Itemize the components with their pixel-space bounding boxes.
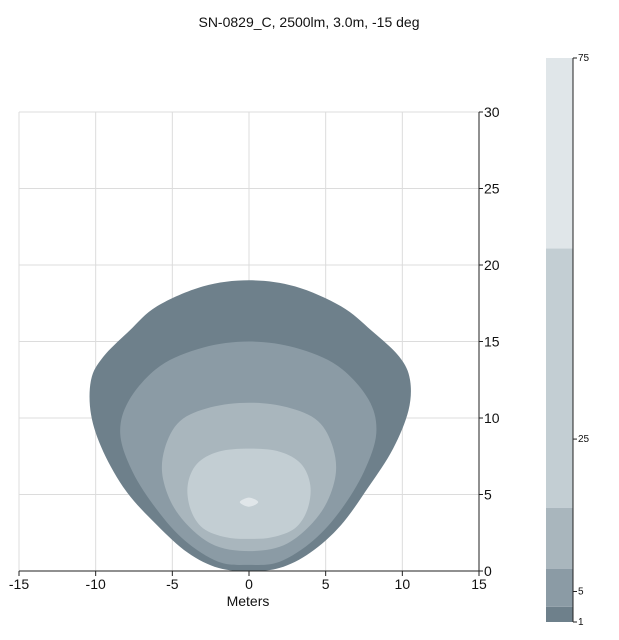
colorbar-band-3 (546, 248, 573, 508)
x-tick-label-5: 10 (395, 576, 411, 592)
colorbar-tick-label-2: 5 (578, 587, 584, 598)
y-tick-labels: 0 5 10 15 20 25 30 (479, 104, 500, 579)
colorbar-tick-label-1: 25 (578, 434, 590, 445)
y-tick-label-5: 25 (484, 181, 500, 197)
contour-level-16 (187, 448, 311, 539)
colorbar-tick-label-0: 75 (578, 53, 590, 64)
x-tick-label-3: 0 (245, 576, 253, 592)
chart-title: SN-0829_C, 2500lm, 3.0m, -15 deg (198, 14, 419, 30)
x-tick-label-0: -15 (9, 576, 29, 592)
colorbar: 75 25 5 1 (546, 53, 590, 628)
colorbar-band-1 (546, 568, 573, 607)
y-tick-label-3: 15 (484, 334, 500, 350)
y-tick-label-2: 10 (484, 410, 500, 426)
x-tick-label-4: 5 (322, 576, 330, 592)
y-tick-label-0: 0 (484, 563, 492, 579)
colorbar-tick-label-3: 1 (578, 617, 584, 628)
contour-layer (89, 280, 411, 571)
x-tick-label-6: 15 (471, 576, 487, 592)
x-tick-label-1: -10 (86, 576, 106, 592)
colorbar-band-2 (546, 507, 573, 569)
y-tick-label-1: 5 (484, 487, 492, 503)
y-tick-label-6: 30 (484, 104, 500, 120)
x-tick-labels: -15 -10 -5 0 5 10 15 (9, 571, 487, 592)
contour-level-50 (239, 497, 259, 507)
colorbar-band-4 (546, 58, 573, 249)
colorbar-band-0 (546, 606, 573, 622)
x-tick-label-2: -5 (166, 576, 179, 592)
y-tick-label-4: 20 (484, 257, 500, 273)
x-axis-label: Meters (227, 593, 270, 609)
